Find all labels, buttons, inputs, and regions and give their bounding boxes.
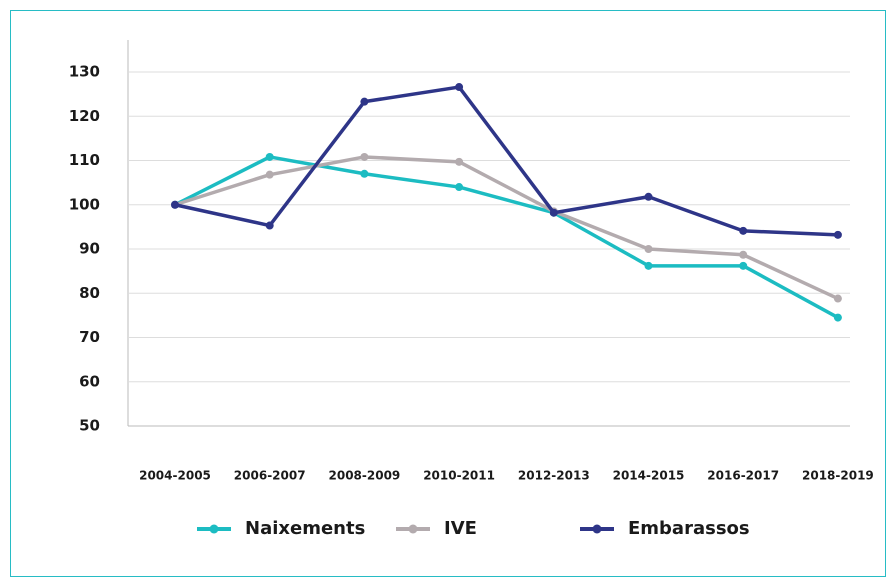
legend-label: IVE [444,518,477,539]
point [360,152,369,161]
series-line [174,155,839,301]
y-tick-label: 130 [69,63,100,81]
x-tick-label: 2016-2017 [707,469,779,483]
point [265,170,274,179]
y-tick-label: 60 [79,372,100,390]
legend-marker [209,524,219,534]
x-tick-label: 2010-2011 [423,469,495,483]
series-line [174,155,839,320]
y-tick-label: 110 [69,151,100,169]
point [644,261,653,270]
x-tick-label: 2008-2009 [329,469,401,483]
point [455,183,464,192]
legend-marker [408,524,418,534]
point [833,294,842,303]
x-tick-label: 2004-2005 [139,469,211,483]
series-line [174,85,838,237]
point [455,157,464,166]
point [265,152,274,161]
y-tick-label: 90 [79,240,100,258]
x-tick-label: 2014-2015 [613,469,685,483]
x-tick-label: 2012-2013 [518,469,590,483]
point [644,192,653,201]
point [360,169,369,178]
point [739,261,748,270]
legend-label: Naixements [245,518,365,539]
point [171,200,179,209]
frame [10,10,886,577]
legend-marker [592,524,602,534]
legend-label: Embarassos [628,518,750,539]
y-tick-label: 80 [79,284,100,302]
point [265,221,274,230]
point [833,230,842,239]
y-tick-label: 50 [79,417,100,435]
y-tick-label: 100 [69,195,100,213]
y-tick-label: 120 [69,107,100,125]
point [739,250,748,259]
x-tick-label: 2018-2019 [802,469,874,483]
point [549,208,558,217]
y-tick-label: 70 [79,328,100,346]
point [644,245,653,253]
point [739,226,748,235]
point [360,97,369,106]
point [455,83,464,92]
x-tick-label: 2006-2007 [234,469,306,483]
point [833,313,842,322]
